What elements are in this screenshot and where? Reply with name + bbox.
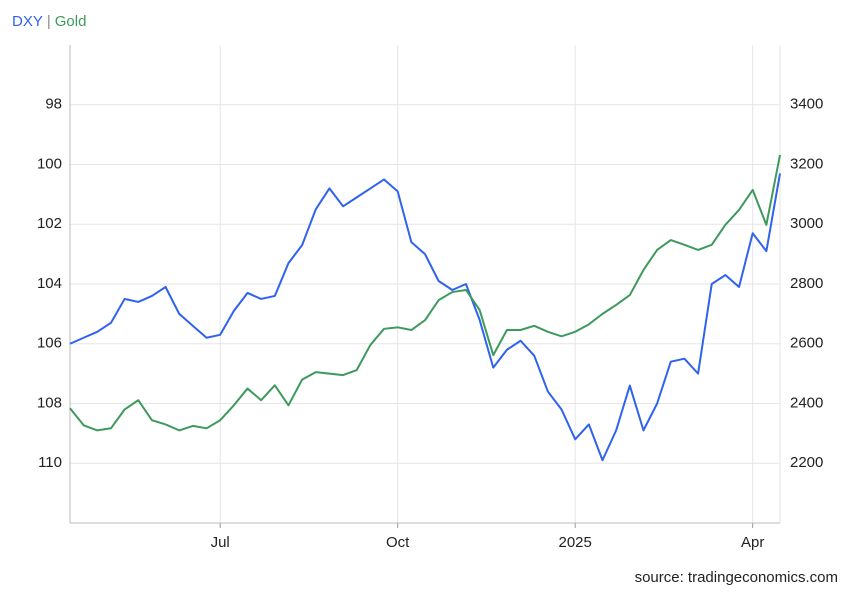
x-tick-label: Apr bbox=[741, 534, 764, 551]
y2-tick-label: 3000 bbox=[790, 215, 823, 232]
y2-tick-label: 2800 bbox=[790, 275, 823, 292]
x-tick-label: Jul bbox=[211, 534, 230, 551]
y2-tick-label: 2600 bbox=[790, 335, 823, 352]
y2-tick-label: 3400 bbox=[790, 96, 823, 113]
title-gold: Gold bbox=[55, 13, 87, 30]
y-tick-label: 104 bbox=[37, 275, 62, 292]
y-tick-label: 100 bbox=[37, 155, 62, 172]
line-dxy bbox=[69, 173, 781, 462]
y-tick-label: 108 bbox=[37, 394, 62, 411]
x-tick-label: Oct bbox=[386, 534, 410, 551]
y2-tick-label: 3200 bbox=[790, 155, 823, 172]
y-tick-label: 106 bbox=[37, 335, 62, 352]
y-tick-label: 110 bbox=[38, 454, 62, 471]
chart-title: DXY | Gold bbox=[12, 13, 86, 30]
x-tick-label: 2025 bbox=[559, 534, 592, 551]
y-tick-label: 102 bbox=[37, 215, 62, 232]
y2-tick-label: 2400 bbox=[790, 394, 823, 411]
title-separator: | bbox=[47, 13, 51, 30]
y-tick-label: 98 bbox=[45, 96, 62, 113]
source: source: tradingeconomics.com bbox=[635, 569, 838, 586]
y2-tick-label: 2200 bbox=[790, 454, 823, 471]
title-dxy: DXY bbox=[12, 13, 43, 30]
line-gold bbox=[69, 154, 781, 432]
